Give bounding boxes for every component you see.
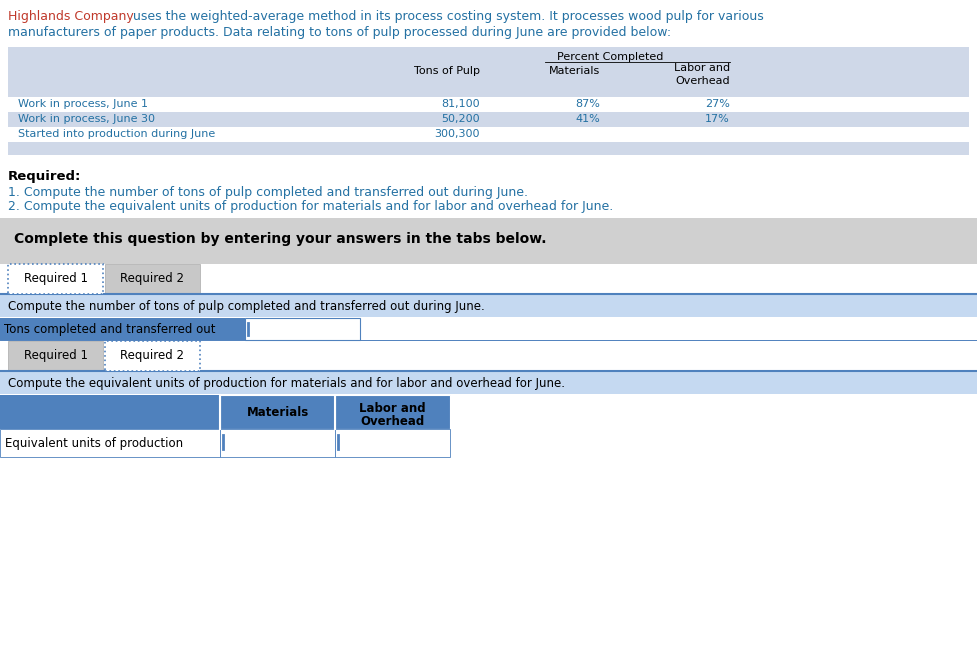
Text: Work in process, June 1: Work in process, June 1	[18, 99, 148, 109]
Bar	[8, 127, 969, 142]
Text: Started into production during June: Started into production during June	[18, 129, 215, 139]
Bar	[245, 318, 360, 340]
Text: Complete this question by entering your answers in the tabs below.: Complete this question by entering your …	[14, 232, 546, 246]
Bar	[0, 318, 245, 340]
Text: Tons completed and transferred out: Tons completed and transferred out	[4, 323, 216, 336]
Bar	[8, 264, 103, 294]
Text: Labor and: Labor and	[674, 63, 730, 73]
Bar	[0, 218, 977, 264]
Bar	[105, 264, 200, 294]
Text: Overhead: Overhead	[675, 76, 730, 86]
Bar	[105, 341, 200, 371]
Bar	[0, 372, 977, 394]
Bar	[8, 97, 969, 112]
Bar	[8, 47, 969, 155]
Text: Required 1: Required 1	[23, 349, 88, 362]
Text: Materials: Materials	[549, 66, 600, 76]
Text: Required 1: Required 1	[23, 272, 88, 285]
Bar	[8, 341, 103, 371]
Text: Work in process, June 30: Work in process, June 30	[18, 114, 155, 124]
Bar	[0, 295, 977, 317]
Text: Required 2: Required 2	[120, 272, 185, 285]
Bar	[220, 395, 335, 429]
Text: Equivalent units of production: Equivalent units of production	[5, 437, 183, 450]
Bar	[8, 112, 969, 127]
Text: Overhead: Overhead	[361, 415, 425, 428]
Text: 81,100: 81,100	[442, 99, 480, 109]
Bar	[220, 429, 335, 457]
Text: 87%: 87%	[575, 99, 600, 109]
Bar	[335, 429, 450, 457]
Text: Compute the equivalent units of production for materials and for labor and overh: Compute the equivalent units of producti…	[8, 377, 565, 390]
Bar	[0, 395, 220, 429]
Text: 2. Compute the equivalent units of production for materials and for labor and ov: 2. Compute the equivalent units of produ…	[8, 200, 614, 213]
Text: Materials: Materials	[246, 406, 309, 419]
Text: Percent Completed: Percent Completed	[557, 52, 663, 62]
Text: 50,200: 50,200	[442, 114, 480, 124]
Text: 27%: 27%	[705, 99, 730, 109]
Bar	[335, 395, 450, 429]
Bar	[0, 429, 220, 457]
Text: 300,300: 300,300	[435, 129, 480, 139]
Text: Highlands Company: Highlands Company	[8, 10, 134, 23]
Text: manufacturers of paper products. Data relating to tons of pulp processed during : manufacturers of paper products. Data re…	[8, 26, 671, 39]
Text: 17%: 17%	[705, 114, 730, 124]
Text: Required 2: Required 2	[120, 349, 185, 362]
Text: 1. Compute the number of tons of pulp completed and transferred out during June.: 1. Compute the number of tons of pulp co…	[8, 186, 528, 199]
Text: Compute the number of tons of pulp completed and transferred out during June.: Compute the number of tons of pulp compl…	[8, 300, 485, 313]
Text: Labor and: Labor and	[360, 402, 426, 415]
Text: Tons of Pulp: Tons of Pulp	[414, 66, 480, 76]
Text: Required:: Required:	[8, 170, 81, 183]
Text: 41%: 41%	[575, 114, 600, 124]
Text: uses the weighted-average method in its process costing system. It processes woo: uses the weighted-average method in its …	[129, 10, 764, 23]
